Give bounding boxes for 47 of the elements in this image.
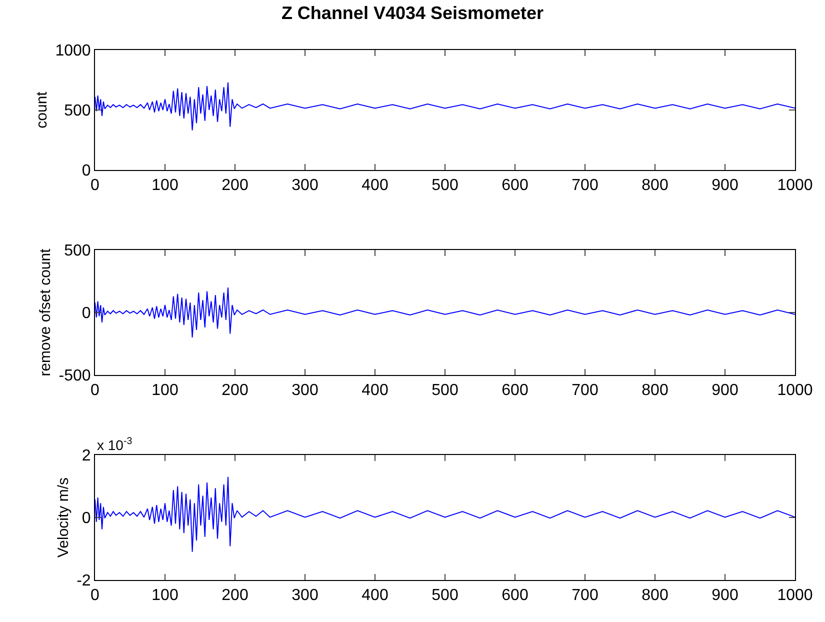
y-axis-title: remove ofset count <box>37 248 54 376</box>
x-tick-label: 600 <box>502 587 528 604</box>
x-tick-label: 1000 <box>777 587 813 604</box>
x-tick-label: 600 <box>502 382 528 400</box>
x-tick-label: 400 <box>362 587 388 604</box>
line-series <box>95 82 795 131</box>
x-tick-label: 800 <box>642 382 668 400</box>
x-tick-label: 1000 <box>777 382 813 400</box>
line-series <box>95 287 795 338</box>
y-tick-label: 2 <box>82 448 91 465</box>
x-tick-label: 100 <box>152 587 178 604</box>
x-tick-label: 500 <box>432 177 458 194</box>
y-tick-label: 1000 <box>55 42 91 60</box>
x-tick-label: 200 <box>222 587 248 604</box>
x-tick-label: 1000 <box>777 177 813 194</box>
x-tick-label: 200 <box>222 382 248 400</box>
y-tick-label: 0 <box>82 162 91 180</box>
x-tick-label: 400 <box>362 177 388 194</box>
x-tick-label: 700 <box>572 587 598 604</box>
y-tick-label: -2 <box>76 572 91 590</box>
y-axis-title: count <box>33 90 50 128</box>
x-tick-label: 400 <box>362 382 388 400</box>
x-tick-label: 600 <box>502 177 528 194</box>
x-tick-label: 800 <box>642 587 668 604</box>
y-tick-label: 500 <box>64 242 91 260</box>
y-tick-label: 0 <box>82 510 91 528</box>
x-tick-label: 100 <box>152 177 178 194</box>
x-tick-label: 900 <box>712 177 738 194</box>
x-tick-label: 700 <box>572 382 598 400</box>
y-tick-label: 0 <box>82 305 91 322</box>
x-tick-label: 900 <box>712 382 738 400</box>
text: x 10$^{-3}$ <box>97 436 133 453</box>
x-tick-label: 100 <box>152 382 178 400</box>
line-series <box>95 476 795 552</box>
x-tick-label: 500 <box>432 382 458 400</box>
x-tick-label: 300 <box>292 382 318 400</box>
y-tick-label: 500 <box>64 102 91 120</box>
x-tick-label: 300 <box>292 177 318 194</box>
x-tick-label: 900 <box>712 587 738 604</box>
y-tick-label: -500 <box>58 368 91 385</box>
x-tick-label: 300 <box>292 587 318 604</box>
chart-title: Z Channel V4034 Seismometer <box>281 2 544 23</box>
x-tick-label: 200 <box>222 177 248 194</box>
y-axis-title: Velocity m/s <box>54 477 72 558</box>
x-tick-label: 800 <box>642 177 668 194</box>
x-tick-label: 700 <box>572 177 598 194</box>
x-tick-label: 500 <box>432 587 458 604</box>
